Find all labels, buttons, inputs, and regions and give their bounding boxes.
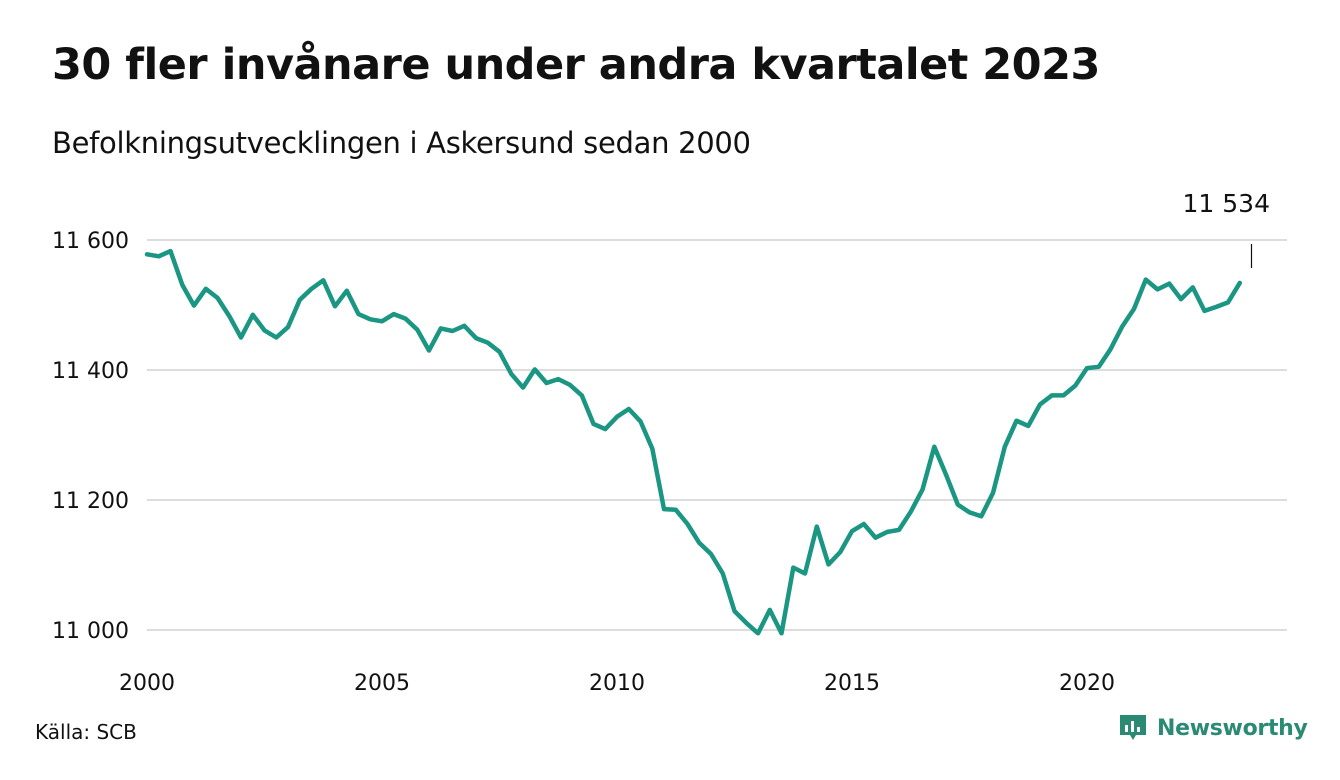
x-tick-label: 2005 — [354, 671, 410, 696]
annotation: 11 534 — [1183, 189, 1270, 268]
newsworthy-logo: Newsworthy — [1118, 713, 1308, 743]
y-axis-tick-labels: 11 000 11 200 11 400 11 600 — [52, 229, 129, 644]
x-axis-tick-labels: 2000 2005 2010 2015 2020 — [119, 671, 1115, 696]
gridlines — [147, 239, 1287, 631]
chart-title: 30 fler invånare under andra kvartalet 2… — [52, 40, 1100, 90]
brand-name: Newsworthy — [1157, 715, 1308, 741]
x-tick-label: 2010 — [589, 671, 645, 696]
x-tick-label: 2000 — [119, 671, 175, 696]
bar-chart-logo-icon — [1120, 715, 1146, 740]
y-tick-label: 11 400 — [52, 359, 129, 384]
series — [144, 248, 1243, 636]
y-tick-label: 11 600 — [52, 229, 129, 254]
annotation-label: 11 534 — [1183, 189, 1270, 218]
y-tick-label: 11 000 — [52, 619, 129, 644]
y-tick-label: 11 200 — [52, 489, 129, 514]
chart-subtitle: Befolkningsutvecklingen i Askersund seda… — [52, 126, 751, 160]
source-note: Källa: SCB — [35, 720, 137, 744]
series-line — [144, 248, 1243, 636]
x-tick-label: 2020 — [1059, 671, 1115, 696]
x-tick-label: 2015 — [824, 671, 880, 696]
